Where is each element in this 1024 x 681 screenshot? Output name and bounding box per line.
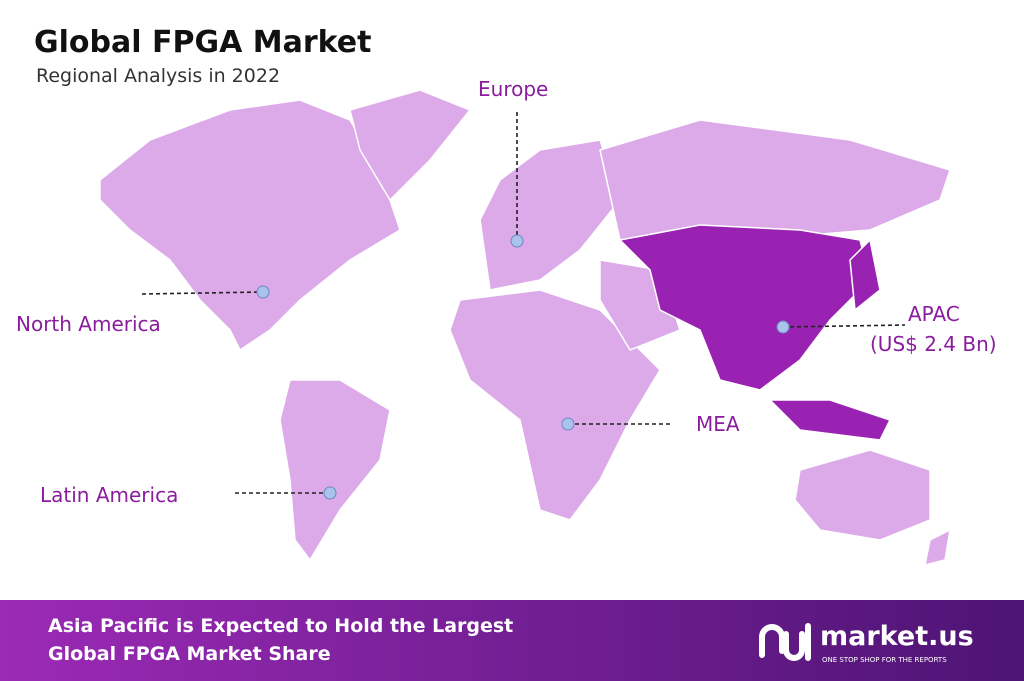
region-label: MEA (696, 412, 740, 436)
brand-name: market.us (820, 621, 974, 652)
leaders (141, 112, 906, 500)
region-label: Latin America (40, 483, 178, 507)
footer-text: Global FPGA Market Share (48, 643, 331, 665)
region-label: North America (16, 312, 161, 336)
footer-text: Asia Pacific is Expected to Hold the Lar… (48, 615, 513, 637)
footer-band (0, 600, 1024, 681)
region-value: (US$ 2.4 Bn) (870, 332, 997, 356)
world-map (99, 89, 951, 567)
subtitle: Regional Analysis in 2022 (36, 65, 280, 87)
region-label: APAC (908, 302, 960, 326)
title: Global FPGA Market (34, 25, 371, 60)
brand-tagline: ONE STOP SHOP FOR THE REPORTS (822, 656, 947, 664)
region-label: Europe (478, 77, 548, 101)
brand-logo (759, 623, 811, 661)
